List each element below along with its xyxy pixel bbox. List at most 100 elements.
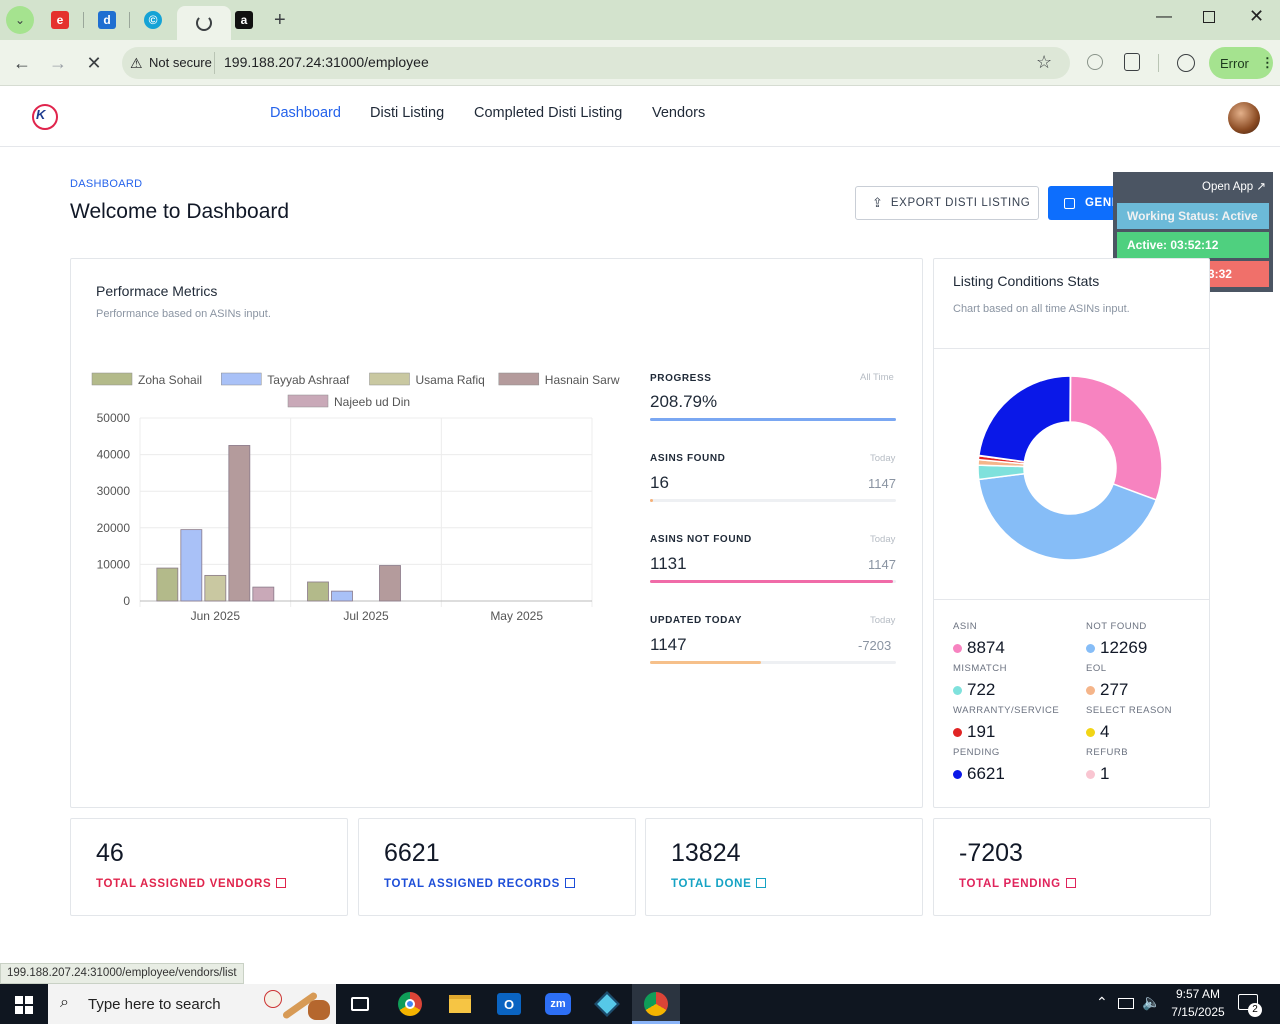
listing-conditions-donut-chart	[977, 375, 1163, 561]
company-logo[interactable]: K	[32, 104, 58, 130]
zoom-icon[interactable]: zm	[538, 988, 578, 1020]
back-arrow-icon[interactable]: ←	[13, 52, 31, 73]
network-icon[interactable]	[1118, 998, 1134, 1009]
file-explorer-icon[interactable]	[440, 988, 480, 1020]
profile-icon[interactable]	[1177, 54, 1195, 72]
total-link[interactable]: TOTAL ASSIGNED RECORDS	[384, 874, 575, 892]
app-diamond-icon[interactable]	[587, 988, 627, 1020]
bar	[156, 567, 179, 602]
y-tick-label: 30000	[97, 484, 131, 498]
tab-c[interactable]: ©	[131, 6, 175, 34]
legend-stat-value: 191	[967, 722, 996, 741]
clock-time[interactable]: 9:57 AM	[1175, 987, 1221, 1001]
user-avatar[interactable]	[1228, 102, 1260, 134]
stop-loading-icon[interactable]: ✕	[86, 52, 102, 73]
breadcrumb[interactable]: DASHBOARD	[70, 178, 143, 190]
total-label: TOTAL ASSIGNED VENDORS	[96, 878, 272, 890]
x-tick-label: Jul 2025	[343, 609, 389, 623]
close-window-icon[interactable]: ✕	[1249, 6, 1265, 26]
donut-slice[interactable]	[1069, 375, 1163, 501]
total-link[interactable]: TOTAL ASSIGNED VENDORS	[96, 874, 287, 892]
export-disti-listing-button[interactable]: ⇪ EXPORT DISTI LISTING	[855, 186, 1039, 220]
chrome-active-taskbar-item[interactable]	[632, 984, 680, 1024]
total-card	[358, 818, 636, 916]
asins-found-total: 1147	[868, 476, 896, 491]
legend-stat-label: WARRANTY/SERVICE	[953, 705, 1060, 716]
nav-dashboard[interactable]: Dashboard	[270, 105, 341, 121]
nav-completed-disti-listing[interactable]: Completed Disti Listing	[474, 105, 623, 121]
asins-found-label: ASINS FOUND	[650, 453, 726, 464]
legend-stat-label: NOT FOUND	[1086, 621, 1147, 632]
asins-found-value: 16	[650, 473, 669, 492]
address-bar[interactable]	[122, 47, 1070, 79]
nav-vendors[interactable]: Vendors	[652, 105, 706, 121]
legend-stat-value: 722	[967, 680, 996, 699]
external-link-icon	[756, 878, 767, 888]
error-menu-button[interactable]: Error ⋮	[1209, 47, 1274, 79]
legend-stat-value: 6621	[967, 764, 1005, 783]
not-secure-label[interactable]: Not secure	[149, 55, 212, 70]
tab-app[interactable]: d	[85, 6, 129, 34]
legend-color-dot	[1086, 770, 1095, 780]
extensions-puzzle-icon[interactable]	[1124, 53, 1140, 71]
tab-search-chevron-icon[interactable]: ⌄	[6, 6, 34, 34]
tab-ex[interactable]: e	[38, 6, 82, 34]
ex-favicon-icon: e	[51, 11, 69, 29]
total-value: 6621	[384, 839, 440, 867]
tab-amazon[interactable]: a	[222, 6, 266, 34]
donut-slice[interactable]	[978, 375, 1072, 463]
donut-slice[interactable]	[977, 472, 1158, 561]
nav-disti-listing[interactable]: Disti Listing	[370, 105, 445, 121]
legend-color-dot	[1086, 644, 1095, 654]
legend-stat-value: 1	[1100, 764, 1110, 783]
bar	[204, 574, 227, 602]
clock-date[interactable]: 7/15/2025	[1171, 1005, 1225, 1019]
error-label: Error	[1220, 55, 1249, 71]
open-app-link[interactable]: Open App ↗	[1202, 181, 1266, 193]
upload-icon: ⇪	[872, 195, 883, 210]
new-tab-plus-icon[interactable]: +	[274, 9, 286, 31]
legend-stat-item: 6621	[953, 764, 1005, 784]
performance-bar-chart: Zoha Sohail Tayyab Ashraaf Usama Rafiq Hasn…	[91, 372, 620, 623]
logo-mark: K	[36, 107, 46, 122]
bookmark-star-icon[interactable]: ☆	[1036, 52, 1053, 72]
total-card	[70, 818, 348, 916]
listing-conditions-title: Listing Conditions Stats	[953, 273, 1100, 289]
windows-start-icon[interactable]	[15, 996, 33, 1014]
translate-globe-icon[interactable]	[1087, 54, 1103, 70]
chrome-taskbar-icon[interactable]	[390, 988, 430, 1020]
notification-count-badge: 2	[1248, 1003, 1262, 1017]
donut-slice[interactable]	[1069, 375, 1072, 423]
tray-chevron-up-icon[interactable]: ⌃	[1096, 994, 1108, 1010]
url-text[interactable]: 199.188.207.24:31000/employee	[224, 54, 429, 70]
legend-stat-label: SELECT REASON	[1086, 705, 1173, 716]
legend-stat-item: 12269	[1086, 638, 1147, 658]
total-link[interactable]: TOTAL DONE	[671, 874, 767, 892]
app-header	[0, 86, 1280, 147]
updated-today-track	[650, 661, 896, 664]
legend-stat-item: 8874	[953, 638, 1005, 658]
volume-icon[interactable]: 🔈	[1142, 994, 1161, 1011]
tab-active-loading[interactable]	[177, 6, 231, 40]
card-divider	[934, 348, 1209, 349]
bar	[252, 586, 275, 602]
legend-stat-label: EOL	[1086, 663, 1107, 674]
minimize-icon[interactable]: —	[1156, 8, 1172, 25]
legend-stat-label: MISMATCH	[953, 663, 1007, 674]
legend-stat-label: REFURB	[1086, 747, 1129, 758]
progress-scope: All Time	[860, 372, 894, 383]
forward-arrow-icon[interactable]: →	[49, 52, 67, 73]
total-value: 46	[96, 839, 124, 867]
progress-track	[650, 418, 896, 421]
total-link[interactable]: TOTAL PENDING	[959, 874, 1076, 892]
updated-today-fill	[650, 661, 761, 664]
task-view-icon[interactable]	[340, 988, 380, 1020]
asins-not-found-fill	[650, 580, 893, 583]
updated-today-scope: Today	[870, 615, 896, 626]
updated-today-label: UPDATED TODAY	[650, 615, 743, 626]
outlook-icon[interactable]: O	[489, 988, 529, 1020]
bar	[307, 581, 329, 602]
restore-icon[interactable]	[1203, 11, 1215, 23]
asins-not-found-value: 1131	[650, 554, 687, 573]
app-favicon-icon: d	[98, 11, 116, 29]
